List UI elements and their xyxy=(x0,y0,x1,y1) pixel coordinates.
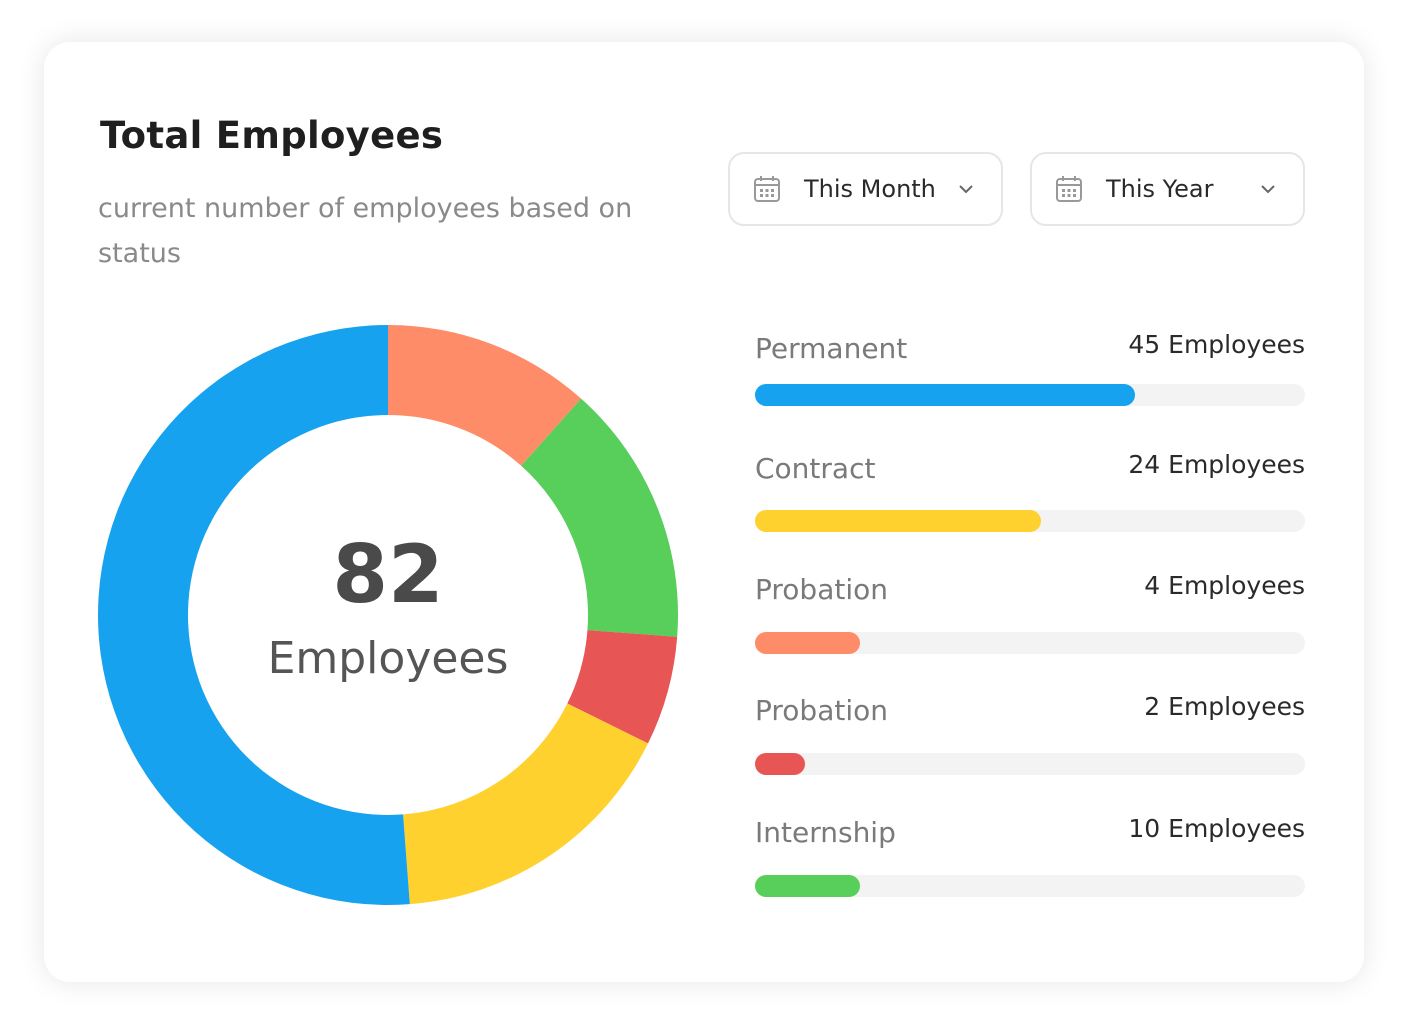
donut-segment-0 xyxy=(388,325,582,466)
progress-track xyxy=(755,510,1305,532)
status-count: 24 Employees xyxy=(1128,450,1305,479)
donut-segment-2 xyxy=(567,630,678,744)
total-employee-label: Employees xyxy=(267,633,509,684)
status-name: Permanent xyxy=(755,332,908,365)
progress-fill xyxy=(755,384,1135,406)
status-name: Contract xyxy=(755,452,876,485)
chevron-down-icon xyxy=(959,185,973,194)
month-filter-dropdown[interactable]: This Month xyxy=(728,152,1003,226)
status-name: Internship xyxy=(755,816,896,849)
card-subtitle: current number of employees based on sta… xyxy=(98,193,633,269)
progress-fill xyxy=(755,510,1041,532)
status-name: Probation xyxy=(755,694,888,727)
calendar-icon xyxy=(754,176,780,202)
status-name: Probation xyxy=(755,573,888,606)
calendar-icon xyxy=(1056,176,1082,202)
progress-track xyxy=(755,384,1305,406)
employee-donut-chart xyxy=(98,325,679,905)
status-count: 45 Employees xyxy=(1128,330,1305,359)
total-employee-count: 82 xyxy=(332,528,444,621)
card-title: Total Employees xyxy=(100,114,444,157)
status-count: 2 Employees xyxy=(1144,692,1305,721)
progress-fill xyxy=(755,753,805,775)
progress-track xyxy=(755,632,1305,654)
year-filter-dropdown[interactable]: This Year xyxy=(1030,152,1305,226)
progress-track xyxy=(755,875,1305,897)
status-count: 10 Employees xyxy=(1128,814,1305,843)
month-filter-label: This Month xyxy=(804,175,936,203)
progress-fill xyxy=(755,632,860,654)
donut-segment-3 xyxy=(403,703,649,905)
donut-segment-4 xyxy=(98,325,410,905)
year-filter-label: This Year xyxy=(1106,175,1214,203)
progress-fill xyxy=(755,875,860,897)
donut-segment-1 xyxy=(521,398,679,637)
progress-track xyxy=(755,753,1305,775)
chevron-down-icon xyxy=(1261,185,1275,194)
status-count: 4 Employees xyxy=(1144,571,1305,600)
